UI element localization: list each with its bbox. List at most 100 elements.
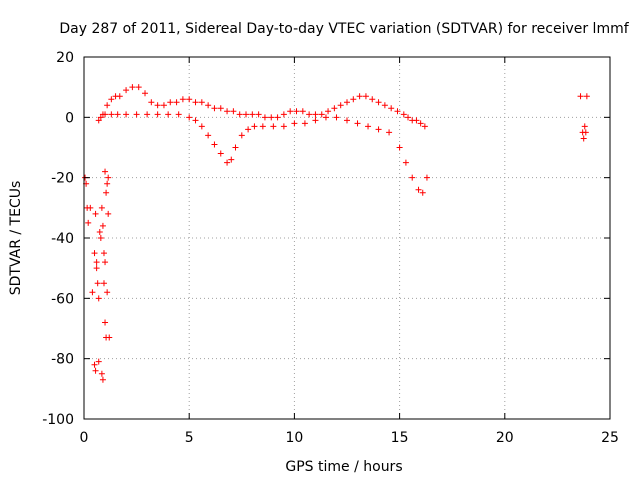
data-point <box>331 105 338 112</box>
data-point <box>198 99 205 106</box>
data-point <box>123 111 130 118</box>
x-axis-label: GPS time / hours <box>285 459 402 475</box>
data-point <box>417 120 424 127</box>
data-point <box>144 111 151 118</box>
y-tick-label: -60 <box>51 291 74 307</box>
data-point <box>369 96 376 103</box>
data-point <box>186 114 193 121</box>
data-point <box>91 250 98 257</box>
data-point <box>217 150 224 157</box>
data-point <box>104 289 111 296</box>
data-point <box>400 111 407 118</box>
data-point <box>104 180 111 187</box>
data-point <box>192 117 199 124</box>
data-point <box>108 111 115 118</box>
data-point <box>148 99 155 106</box>
data-point <box>135 84 142 91</box>
data-point <box>89 289 96 296</box>
data-point <box>92 210 99 217</box>
data-point <box>92 367 99 374</box>
data-point <box>167 99 174 106</box>
data-point <box>198 123 205 130</box>
data-point <box>96 228 103 235</box>
data-point <box>102 168 109 175</box>
data-point <box>243 111 250 118</box>
data-point <box>97 235 104 241</box>
data-point <box>123 87 130 94</box>
data-point <box>306 111 313 118</box>
axis-ticks: 0 5 10 15 20 25 -100 -80 -60 -40 -20 0 20 <box>42 50 619 446</box>
data-point <box>344 117 350 124</box>
data-point <box>106 334 113 341</box>
data-point <box>274 114 281 121</box>
data-point <box>175 111 182 118</box>
data-point <box>232 144 239 151</box>
data-point <box>97 114 104 121</box>
data-point <box>583 93 590 100</box>
data-point <box>98 370 105 377</box>
data-point <box>236 111 243 118</box>
data-point <box>312 117 319 124</box>
x-tick-label: 25 <box>601 430 619 446</box>
data-point <box>95 117 102 124</box>
data-point <box>205 132 212 139</box>
data-point <box>173 99 180 106</box>
data-point <box>394 108 401 115</box>
y-tick-label: -20 <box>51 171 74 187</box>
data-point <box>396 144 403 151</box>
data-point <box>211 105 218 112</box>
x-tick-label: 5 <box>185 430 194 446</box>
data-point <box>103 189 110 196</box>
x-tick-label: 0 <box>80 430 89 446</box>
data-point <box>154 111 161 118</box>
series-late-points <box>577 93 590 142</box>
data-point <box>362 93 369 100</box>
data-point <box>205 102 212 109</box>
data-point <box>116 93 123 100</box>
data-point <box>192 99 199 106</box>
data-point <box>102 259 109 266</box>
data-point <box>259 123 266 130</box>
data-point <box>251 123 258 130</box>
data-point <box>325 108 332 115</box>
data-point <box>301 120 308 127</box>
y-tick-label: -40 <box>51 231 74 247</box>
data-point <box>409 174 416 181</box>
x-tick-label: 20 <box>496 430 514 446</box>
data-point <box>421 123 428 130</box>
y-tick-label: 0 <box>65 110 74 126</box>
data-point <box>388 105 395 112</box>
data-point <box>280 111 287 118</box>
x-tick-label: 15 <box>391 430 409 446</box>
data-point <box>93 265 100 272</box>
data-point <box>100 250 107 257</box>
y-axis-label: SDTVAR / TECUs <box>8 181 24 296</box>
y-tick-label: -100 <box>42 412 74 428</box>
data-point <box>114 111 121 118</box>
data-point <box>291 120 298 127</box>
data-point <box>356 93 363 100</box>
data-point <box>375 99 382 106</box>
data-point <box>238 132 245 139</box>
data-point <box>245 126 252 133</box>
series-lower-band <box>97 111 430 196</box>
data-point <box>268 114 275 121</box>
data-point <box>261 114 268 121</box>
data-point <box>577 93 584 100</box>
data-point <box>337 102 344 109</box>
series-upper-band <box>95 84 428 130</box>
data-point <box>280 123 287 130</box>
data-point <box>142 90 149 97</box>
data-point <box>322 114 329 121</box>
data-point <box>423 174 430 181</box>
data-point <box>270 123 277 130</box>
data-point <box>95 295 102 302</box>
data-point <box>350 96 357 103</box>
plot-area <box>82 84 590 383</box>
data-point <box>85 219 92 226</box>
data-point <box>413 117 420 124</box>
data-point <box>224 108 231 115</box>
data-point <box>582 129 589 136</box>
data-point <box>249 111 256 118</box>
data-point <box>375 126 382 133</box>
